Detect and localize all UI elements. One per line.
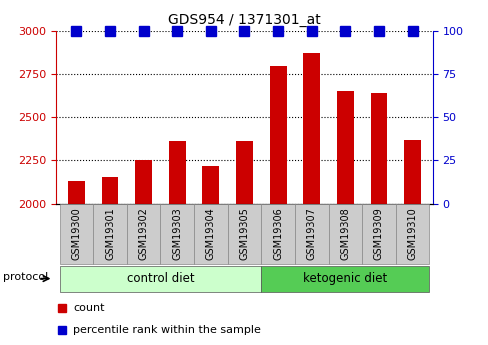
Text: ketogenic diet: ketogenic diet: [303, 272, 386, 285]
Bar: [60, 266, 261, 292]
Text: GSM19303: GSM19303: [172, 207, 182, 260]
Bar: [236, 141, 252, 204]
Bar: [370, 93, 386, 204]
Text: GSM19304: GSM19304: [205, 207, 215, 260]
Bar: [328, 204, 362, 264]
Text: GSM19309: GSM19309: [373, 207, 383, 260]
Text: GSM19301: GSM19301: [105, 207, 115, 260]
Text: GSM19307: GSM19307: [306, 207, 316, 260]
Bar: [60, 204, 93, 264]
Bar: [261, 266, 428, 292]
Bar: [135, 159, 152, 204]
Text: GSM19308: GSM19308: [340, 207, 349, 260]
Bar: [261, 204, 294, 264]
Text: GSM19305: GSM19305: [239, 207, 249, 260]
Bar: [93, 204, 126, 264]
Bar: [202, 166, 219, 204]
Text: GSM19310: GSM19310: [407, 207, 417, 260]
Bar: [395, 204, 428, 264]
Text: GSM19306: GSM19306: [273, 207, 283, 260]
Text: count: count: [73, 303, 104, 313]
Bar: [227, 204, 261, 264]
Bar: [303, 53, 320, 204]
Text: GSM19300: GSM19300: [71, 207, 81, 260]
Bar: [168, 141, 185, 204]
Text: GSM19302: GSM19302: [139, 207, 148, 260]
Text: percentile rank within the sample: percentile rank within the sample: [73, 325, 261, 335]
Bar: [102, 177, 118, 204]
Bar: [194, 204, 227, 264]
Bar: [362, 204, 395, 264]
Bar: [336, 91, 353, 204]
Bar: [269, 66, 286, 204]
Title: GDS954 / 1371301_at: GDS954 / 1371301_at: [168, 13, 320, 27]
Text: control diet: control diet: [126, 272, 194, 285]
Text: protocol: protocol: [3, 272, 48, 282]
Bar: [126, 204, 160, 264]
Bar: [294, 204, 328, 264]
Bar: [404, 140, 420, 204]
Bar: [68, 181, 84, 204]
Bar: [160, 204, 194, 264]
